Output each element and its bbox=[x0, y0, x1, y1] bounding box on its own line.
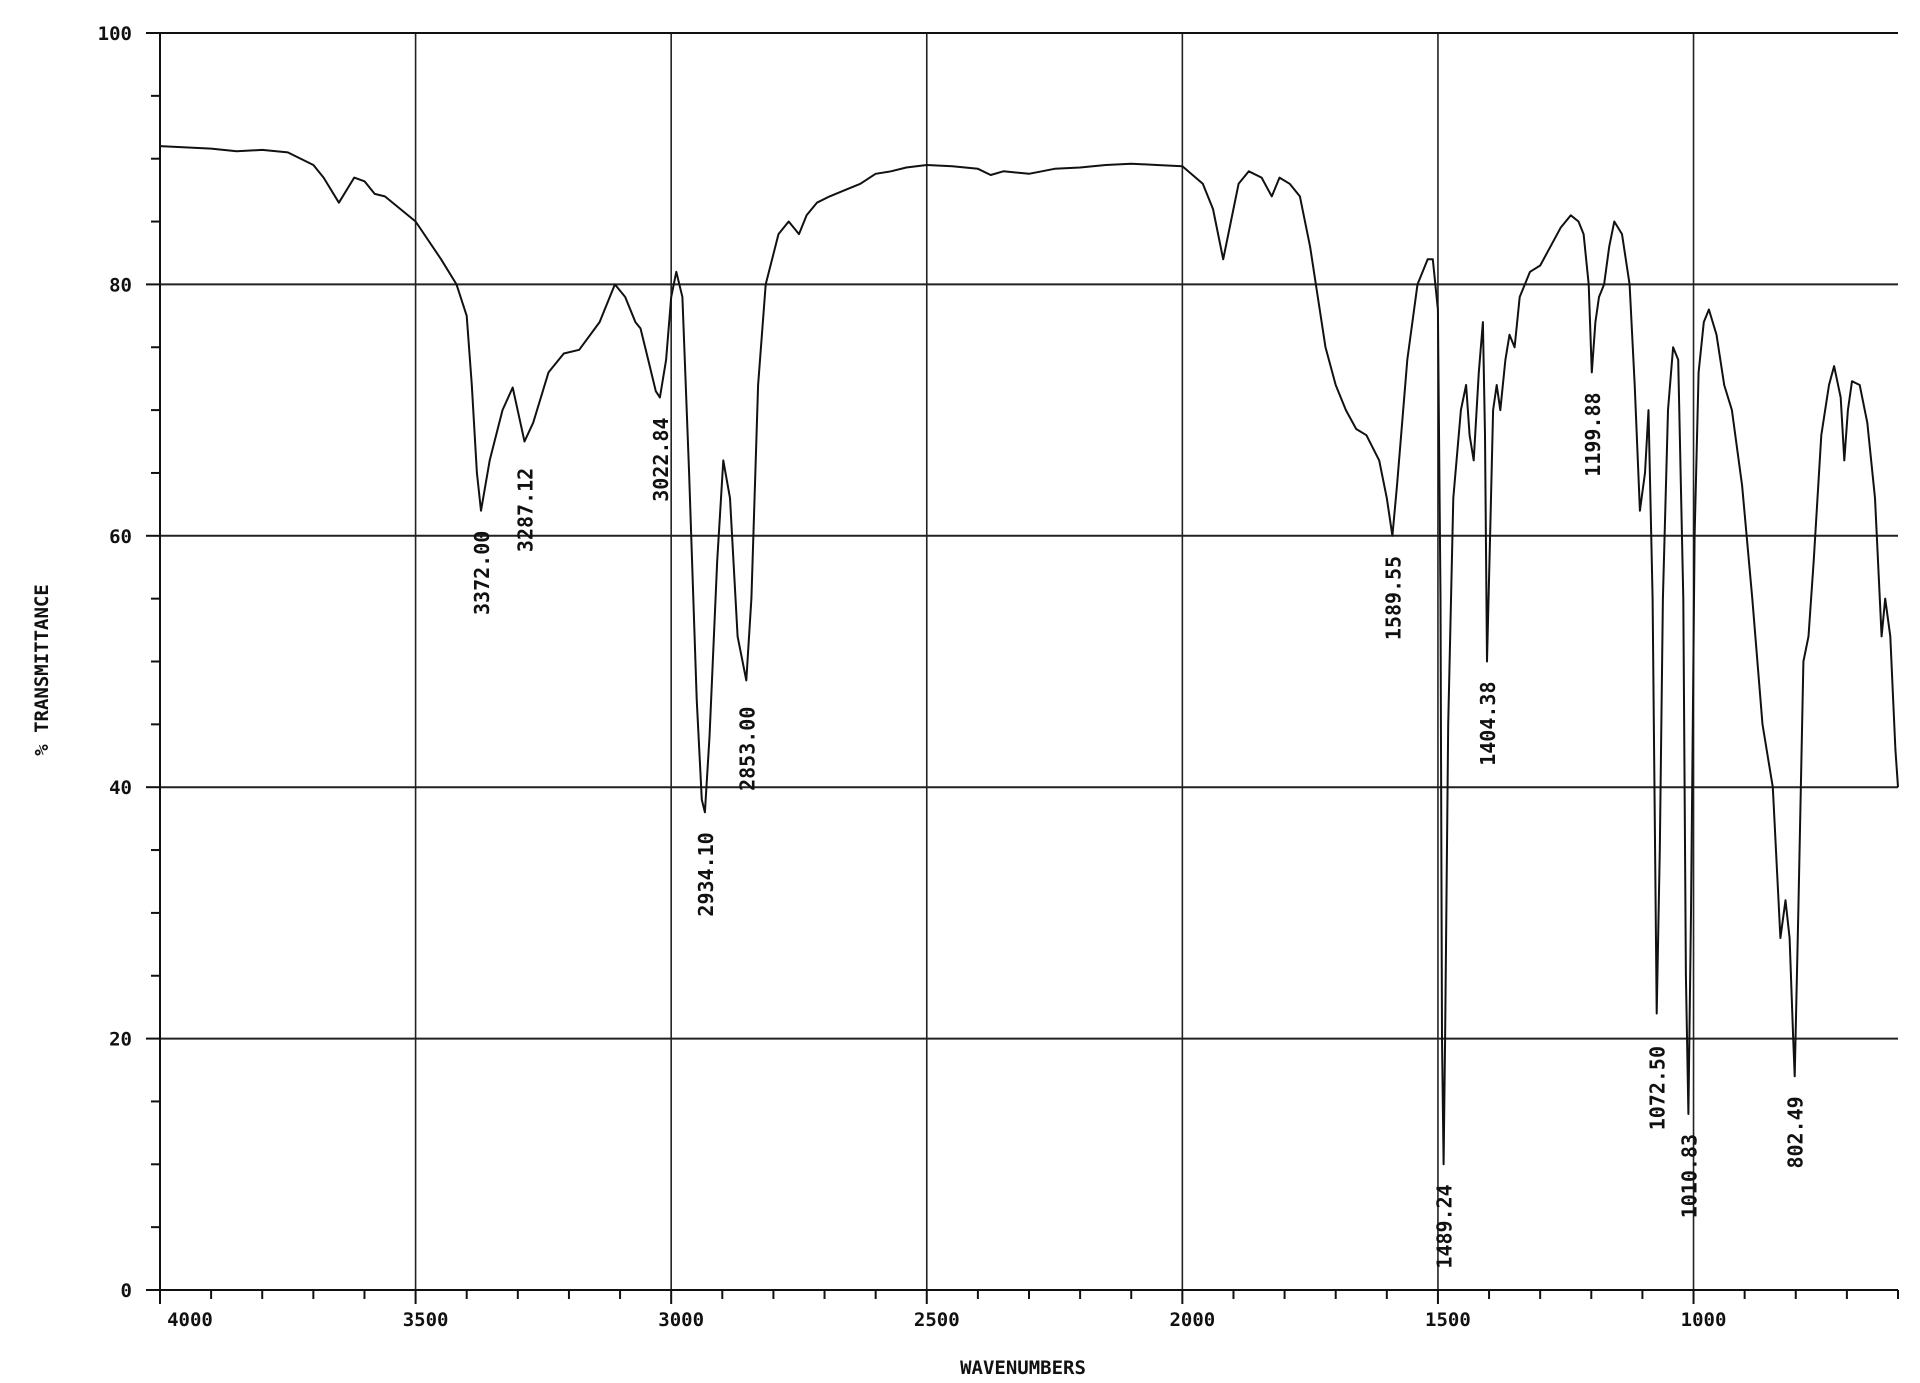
peak-label: 1072.50 bbox=[1646, 1046, 1670, 1130]
plot-frame bbox=[159, 32, 1898, 1291]
y-tick-label: 60 bbox=[109, 526, 132, 548]
peak-label: 1489.24 bbox=[1433, 1184, 1457, 1268]
y-axis-ticks: 0 20 40 60 80 100 bbox=[98, 23, 160, 1302]
y-tick-label: 100 bbox=[98, 23, 132, 45]
peak-label: 3022.84 bbox=[649, 418, 673, 502]
peak-label: 3372.00 bbox=[470, 531, 494, 615]
y-tick-label: 0 bbox=[121, 1280, 132, 1302]
y-tick-label: 40 bbox=[109, 777, 132, 799]
y-tick-label: 80 bbox=[109, 274, 132, 296]
peak-label: 3287.12 bbox=[514, 468, 538, 552]
y-tick-label: 20 bbox=[109, 1029, 132, 1051]
x-tick-label: 1000 bbox=[1681, 1309, 1727, 1331]
series-layer bbox=[159, 145, 1899, 1166]
x-axis-ticks: 4000 3500 3000 2500 2000 1500 1000 bbox=[159, 1290, 1899, 1331]
peak-label: 2934.10 bbox=[694, 832, 718, 916]
x-axis-title: WAVENUMBERS bbox=[960, 1357, 1086, 1379]
y-axis-title: % TRANSMITTANCE bbox=[31, 584, 53, 756]
peak-label: 1404.38 bbox=[1476, 682, 1500, 766]
x-tick-label: 4000 bbox=[167, 1309, 213, 1331]
grid-layer bbox=[160, 33, 1898, 1290]
peak-label: 1199.88 bbox=[1581, 392, 1605, 476]
x-tick-label: 3000 bbox=[658, 1309, 704, 1331]
x-tick-label: 2000 bbox=[1169, 1309, 1215, 1331]
x-tick-label: 1500 bbox=[1425, 1309, 1471, 1331]
spectrum-line bbox=[159, 145, 1899, 1166]
peak-label: 2853.00 bbox=[735, 707, 759, 791]
peak-labels: 3372.00 3287.12 3022.84 2934.10 2853.00 1589.… bbox=[470, 392, 1808, 1268]
peak-label: 1589.55 bbox=[1381, 556, 1405, 640]
peak-label: 1010.83 bbox=[1677, 1134, 1701, 1218]
peak-label: 802.49 bbox=[1784, 1096, 1808, 1168]
x-tick-label: 3500 bbox=[403, 1309, 449, 1331]
x-tick-label: 2500 bbox=[914, 1309, 960, 1331]
